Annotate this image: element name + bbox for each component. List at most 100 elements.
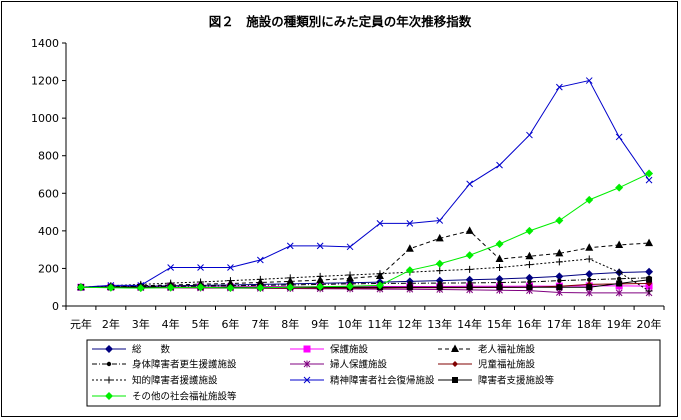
legend-label: 障害者支援施設等 (478, 375, 555, 387)
legend-item: 障害者支援施設等 (438, 375, 555, 387)
data-point (496, 284, 503, 291)
data-point (166, 283, 175, 292)
data-point (495, 240, 504, 249)
x-tick-label: 13年 (427, 317, 452, 331)
legend-label: 知的障害者援護施設 (132, 375, 218, 387)
legend-label: 身体障害者更生援護施設 (132, 359, 237, 371)
data-point (286, 242, 294, 250)
series-8 (77, 77, 653, 291)
data-point (346, 243, 354, 251)
legend-marker (303, 345, 311, 353)
data-point (376, 219, 384, 227)
data-point (316, 272, 324, 280)
data-point (585, 255, 593, 263)
data-point (226, 277, 234, 285)
legend-label: 婦人保護施設 (330, 359, 388, 371)
x-tick-label: 2年 (102, 317, 120, 331)
legend-marker (106, 361, 112, 367)
data-point (467, 280, 472, 286)
data-point (136, 284, 145, 293)
x-tick-label: 14年 (457, 317, 482, 331)
legend-marker (303, 376, 311, 384)
data-point (256, 275, 264, 283)
data-point (406, 284, 413, 291)
data-point (645, 169, 654, 178)
data-point (556, 284, 563, 291)
y-tick-label: 1400 (31, 37, 59, 50)
data-point (616, 280, 623, 287)
x-tick-label: 元年 (70, 317, 92, 331)
data-point (615, 240, 624, 248)
data-point (615, 268, 623, 276)
series-line (80, 271, 650, 288)
legend-label: その他の社会福祉施設等 (132, 391, 237, 403)
data-point (585, 289, 593, 297)
x-tick-label: 11年 (367, 317, 392, 331)
series-7 (77, 255, 653, 295)
data-point (405, 244, 414, 252)
data-point (645, 267, 654, 276)
data-point (586, 284, 593, 291)
x-tick-label: 6年 (221, 317, 239, 331)
data-point (316, 282, 325, 291)
legend-box (86, 339, 661, 407)
data-point (167, 264, 175, 271)
series-line (80, 277, 650, 288)
data-point (557, 278, 562, 283)
series-line (80, 173, 650, 289)
legend-marker (105, 392, 113, 400)
data-point (437, 280, 442, 286)
y-tick-label: 1200 (31, 75, 59, 88)
chart-series (76, 77, 654, 297)
data-point (585, 270, 594, 279)
data-point (226, 283, 235, 292)
legend-label: 精神障害者社会復帰施設 (330, 375, 435, 387)
chart-axes: 0 200 400 600 800 1000 1200 1400 元年 2年 3年 4年 5年 6年 7年 8… (31, 37, 665, 331)
data-point (465, 226, 474, 234)
data-point (465, 251, 474, 260)
data-point (645, 176, 653, 184)
x-tick-label: 15年 (487, 317, 512, 331)
legend-marker (452, 377, 458, 383)
legend-marker (105, 376, 113, 384)
data-point (346, 282, 355, 291)
data-point (465, 275, 474, 284)
legend-marker (452, 361, 458, 367)
data-point (346, 271, 354, 279)
y-tick-label: 200 (38, 262, 59, 275)
legend-item: 老人福祉施設 (438, 344, 536, 356)
data-point (525, 261, 533, 269)
data-point (555, 248, 564, 257)
series-3 (76, 226, 654, 291)
data-point (497, 280, 502, 285)
legend-marker (105, 345, 113, 353)
data-point (495, 274, 504, 283)
data-point (615, 183, 624, 192)
data-point (646, 276, 653, 283)
data-point (585, 77, 593, 84)
data-point (496, 161, 503, 169)
legend-label: 老人福祉施設 (478, 344, 536, 356)
data-point (196, 283, 205, 292)
x-tick-label: 4年 (162, 317, 180, 331)
data-point (316, 242, 324, 250)
data-point (525, 273, 534, 282)
legend-item: 婦人保護施設 (290, 359, 388, 371)
y-tick-label: 400 (38, 225, 59, 238)
x-tick-label: 8年 (281, 317, 299, 331)
x-tick-label: 10年 (338, 317, 363, 331)
legend-item: 総 数 (92, 344, 171, 356)
data-point (555, 272, 564, 281)
series-line (80, 230, 650, 288)
data-point (286, 283, 295, 292)
data-point (435, 233, 444, 242)
data-point (227, 264, 234, 271)
series-line (80, 258, 650, 292)
legend-marker (451, 344, 459, 352)
data-point (436, 217, 444, 224)
data-point (615, 133, 623, 141)
x-tick-label: 16年 (517, 317, 542, 331)
